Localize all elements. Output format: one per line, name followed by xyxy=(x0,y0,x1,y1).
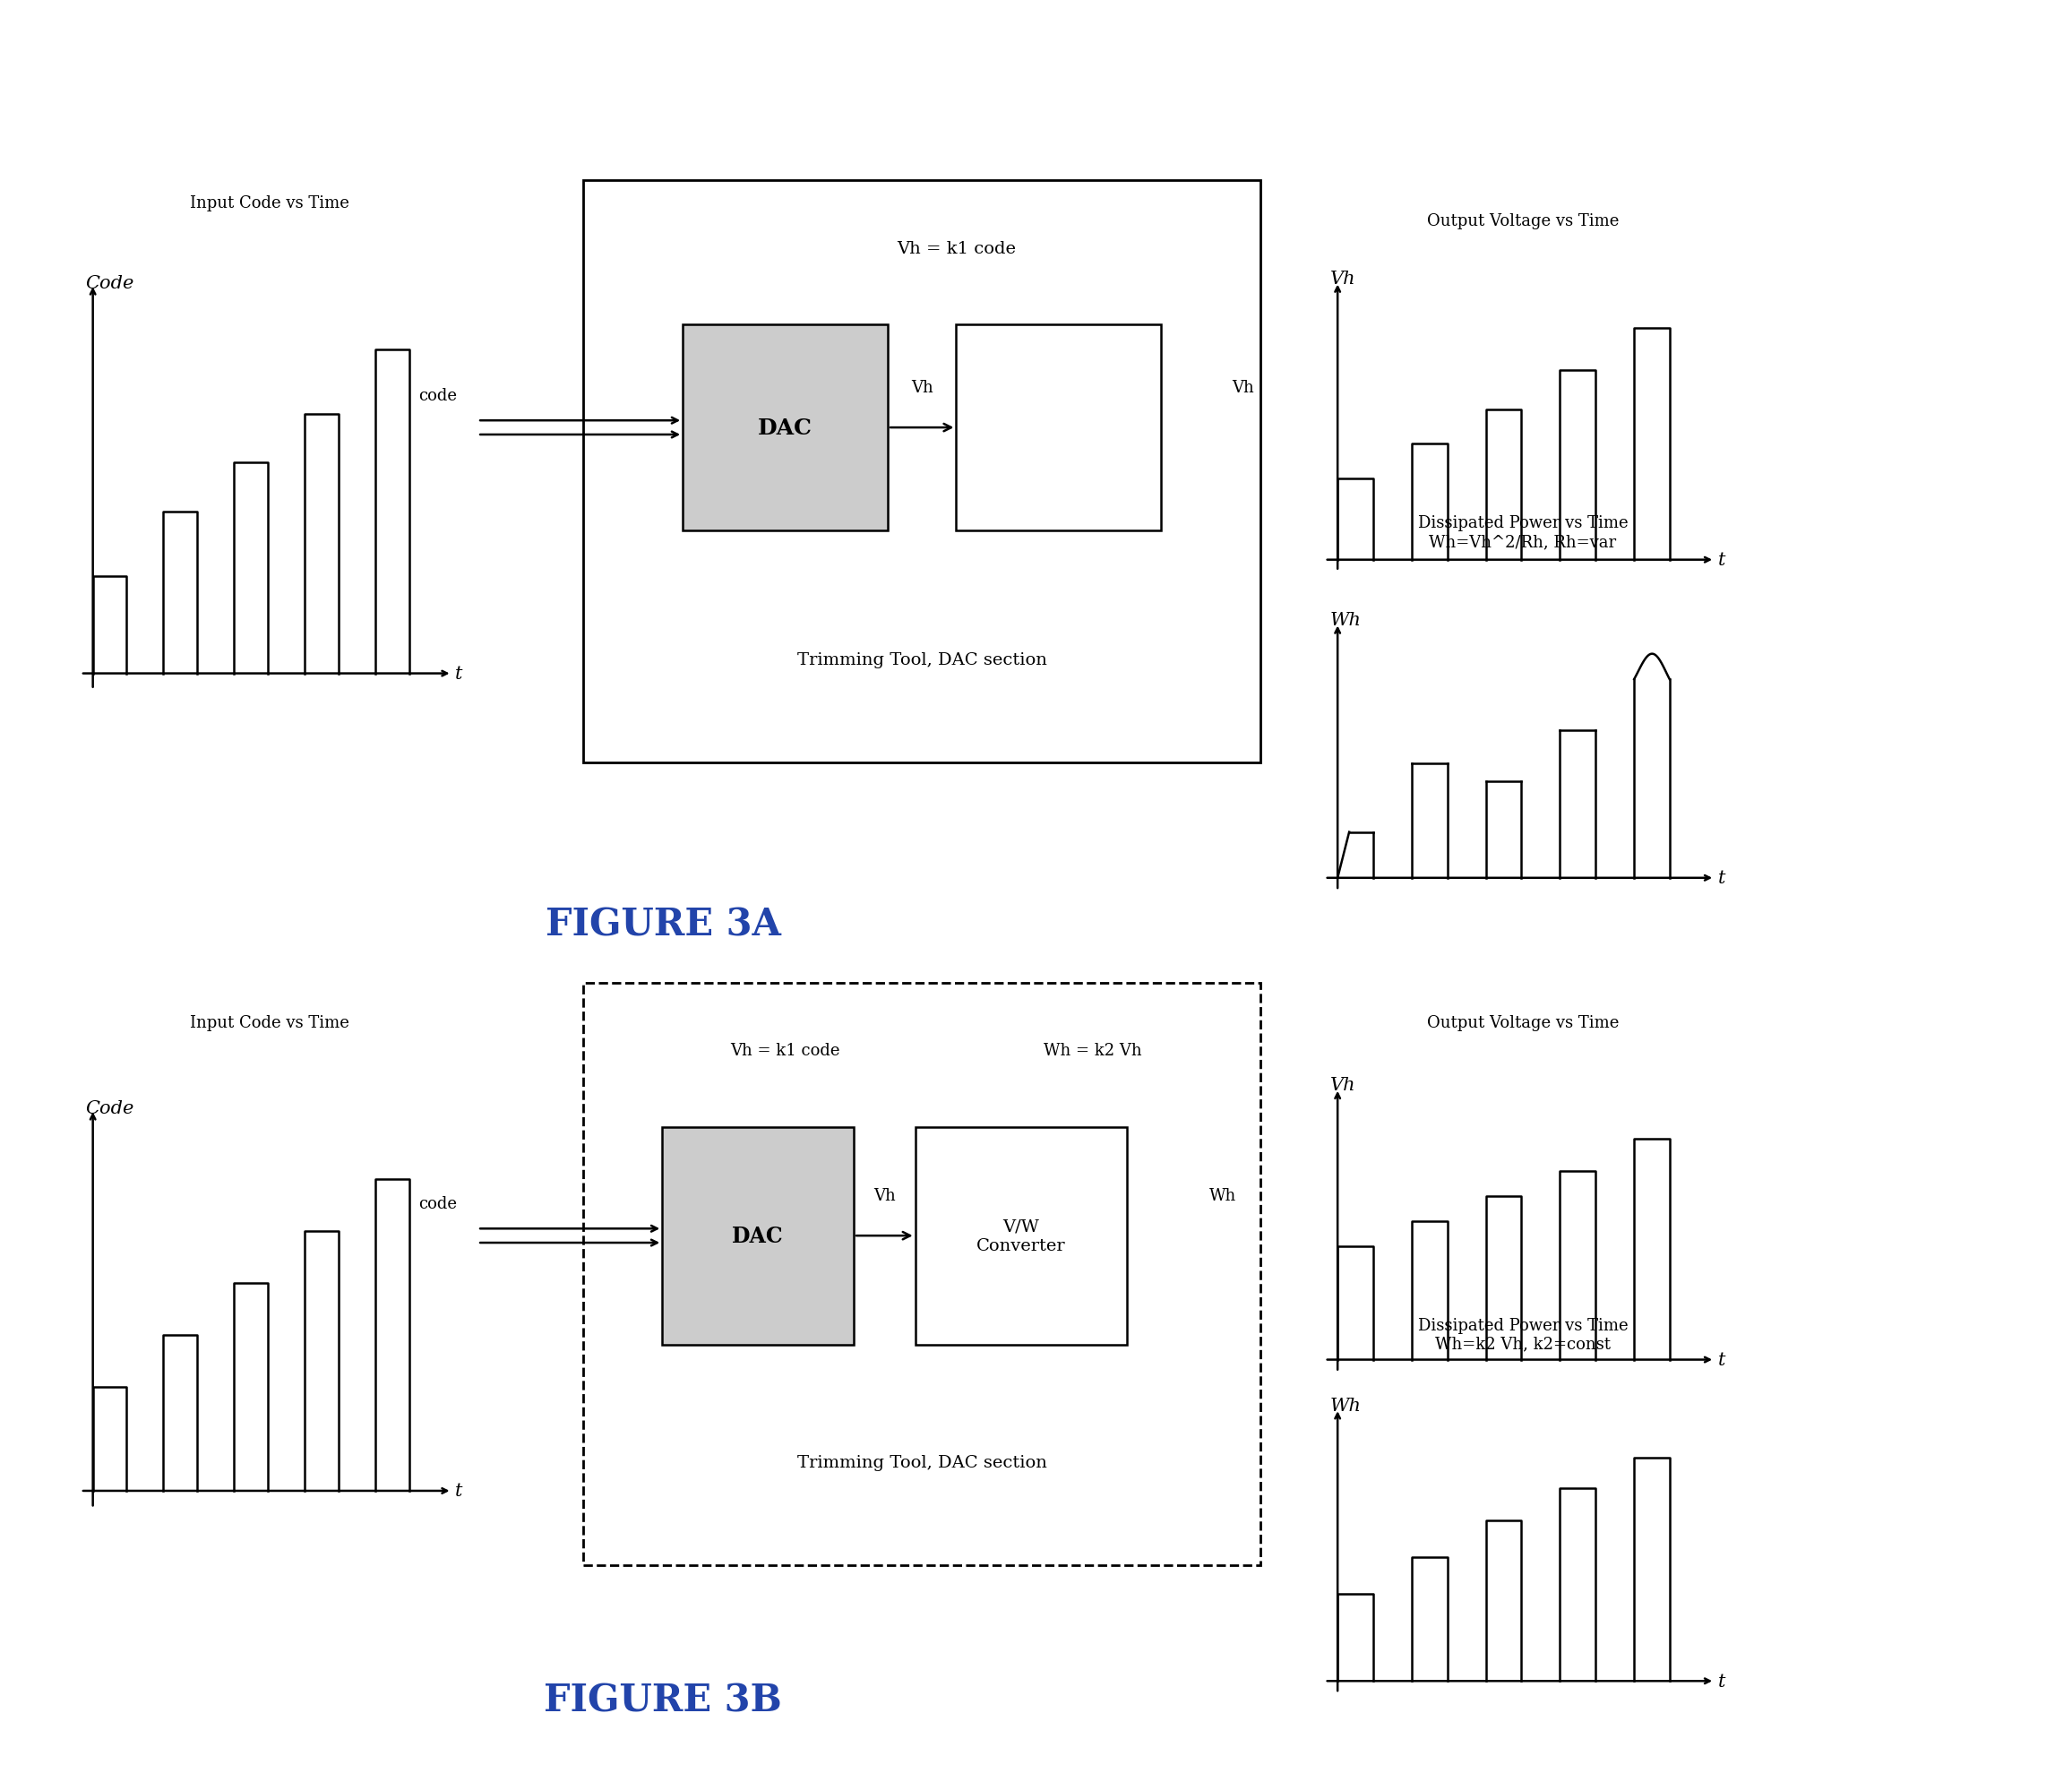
Title: Input Code vs Time: Input Code vs Time xyxy=(191,1014,348,1032)
Text: Trimming Tool, DAC section: Trimming Tool, DAC section xyxy=(798,1454,1046,1470)
Text: Vh: Vh xyxy=(1330,271,1355,287)
Polygon shape xyxy=(916,1126,1127,1345)
Text: DAC: DAC xyxy=(731,1226,783,1247)
Text: t: t xyxy=(1718,552,1726,568)
Polygon shape xyxy=(684,326,889,531)
Text: t: t xyxy=(1718,870,1726,887)
Text: t: t xyxy=(456,665,462,683)
Polygon shape xyxy=(663,1126,854,1345)
Title: Output Voltage vs Time: Output Voltage vs Time xyxy=(1428,1014,1618,1032)
Text: FIGURE 3B: FIGURE 3B xyxy=(545,1680,781,1720)
Text: Code: Code xyxy=(85,1099,135,1117)
Text: Wh: Wh xyxy=(1330,1397,1361,1413)
Text: Wh = k2 Vh: Wh = k2 Vh xyxy=(1044,1042,1142,1059)
Text: Trimming Tool, DAC section: Trimming Tool, DAC section xyxy=(798,652,1046,668)
Text: Vh = k1 code: Vh = k1 code xyxy=(731,1042,839,1059)
Text: FIGURE 3A: FIGURE 3A xyxy=(545,905,781,944)
Text: Wh: Wh xyxy=(1210,1187,1237,1203)
Text: t: t xyxy=(1718,1351,1726,1369)
Text: V/W
Converter: V/W Converter xyxy=(976,1219,1065,1253)
Polygon shape xyxy=(957,326,1162,531)
Text: Vh: Vh xyxy=(872,1187,895,1203)
Text: Vh: Vh xyxy=(1233,380,1254,396)
Text: t: t xyxy=(1718,1673,1726,1689)
Text: Code: Code xyxy=(85,274,135,292)
Text: Vh: Vh xyxy=(1330,1076,1355,1094)
Title: Input Code vs Time: Input Code vs Time xyxy=(191,194,348,212)
Text: t: t xyxy=(456,1483,462,1499)
Text: Wh: Wh xyxy=(1330,611,1361,629)
Text: Vh = k1 code: Vh = k1 code xyxy=(897,241,1015,257)
Text: Vh: Vh xyxy=(912,380,932,396)
Text: code: code xyxy=(419,388,458,405)
Title: Dissipated Power vs Time
Wh=Vh^2/Rh, Rh=var: Dissipated Power vs Time Wh=Vh^2/Rh, Rh=… xyxy=(1417,515,1629,551)
Title: Output Voltage vs Time: Output Voltage vs Time xyxy=(1428,212,1618,230)
Text: code: code xyxy=(419,1196,458,1212)
Title: Dissipated Power vs Time
Wh=k2 Vh, k2=const: Dissipated Power vs Time Wh=k2 Vh, k2=co… xyxy=(1417,1317,1629,1353)
Text: DAC: DAC xyxy=(758,417,812,438)
